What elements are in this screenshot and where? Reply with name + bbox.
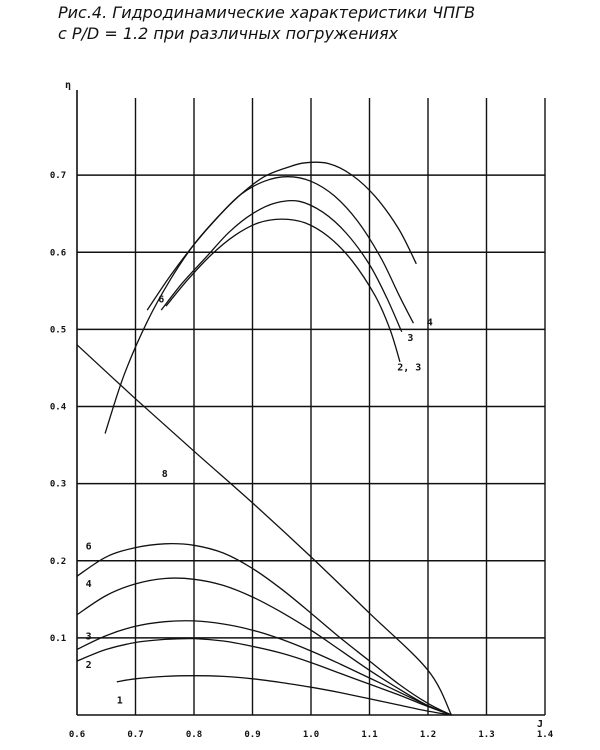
curve-eta-2-3 — [165, 218, 401, 362]
curve-label: 8 — [162, 469, 168, 480]
curve-label: 4 — [86, 579, 92, 590]
curve-label: 2 — [86, 660, 92, 671]
caption-line-2: с P/D = 1.2 при различных погружениях — [58, 24, 399, 43]
y-tick-label: 0.2 — [50, 557, 66, 567]
caption-line-1: Рис.4. Гидродинамические характеристики … — [58, 3, 476, 22]
y-tick-label: 0.6 — [50, 248, 66, 258]
y-tick-label: 0.5 — [50, 325, 66, 335]
curve-label: 3 — [407, 333, 413, 344]
curve-kt-1 — [116, 675, 452, 716]
curve-label: 1 — [117, 696, 123, 707]
x-tick-label: 1.1 — [361, 730, 377, 740]
curve-kt-4 — [76, 577, 452, 716]
curve-labels: 6 4 3 2, 3 6 4 3 2 1 8 — [86, 295, 433, 707]
x-tick-label: 1.2 — [420, 730, 436, 740]
x-tick-label: 1.3 — [478, 730, 494, 740]
y-tick-label: 0.7 — [50, 171, 66, 181]
curve-kt-3 — [76, 620, 452, 716]
curve-label: 3 — [86, 632, 92, 643]
curve-label: 6 — [158, 295, 164, 306]
y-axis-label: η — [65, 80, 71, 91]
curve-label: 4 — [427, 318, 433, 329]
curve-eta-6 — [104, 161, 417, 434]
chart-grid — [76, 90, 546, 716]
y-tick-label: 0.1 — [50, 634, 66, 644]
curve-label: 2, 3 — [397, 362, 421, 373]
curve-kt-2 — [76, 637, 452, 716]
x-tick-label: 0.8 — [186, 730, 202, 740]
curve-kt-6 — [76, 543, 452, 716]
x-tick-label: 0.7 — [127, 730, 143, 740]
x-tick-labels: 0.6 0.7 0.8 0.9 1.0 1.1 1.2 1.3 1.4 — [69, 730, 554, 740]
x-tick-label: 1.4 — [537, 730, 554, 740]
x-axis-label: J — [537, 719, 543, 730]
y-tick-label: 0.4 — [50, 403, 67, 413]
curve-label: 6 — [86, 541, 92, 552]
chart-curves — [76, 161, 452, 716]
y-tick-label: 0.3 — [50, 480, 66, 490]
curve-eta-4 — [146, 176, 414, 324]
x-tick-label: 0.6 — [69, 730, 85, 740]
y-tick-labels: 0.1 0.2 0.3 0.4 0.5 0.6 0.7 — [50, 171, 67, 644]
curve-kq-8 — [76, 344, 452, 716]
x-tick-label: 1.0 — [303, 730, 319, 740]
curve-eta-3 — [160, 199, 403, 332]
x-tick-label: 0.9 — [244, 730, 260, 740]
figure-caption: Рис.4. Гидродинамические характеристики … — [58, 2, 578, 44]
